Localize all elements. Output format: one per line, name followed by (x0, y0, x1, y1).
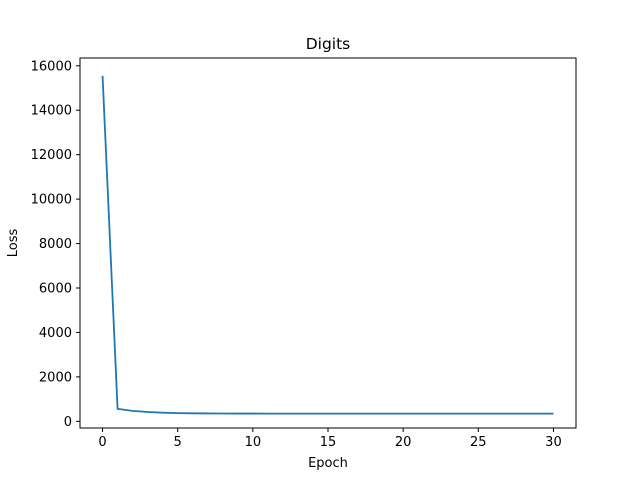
y-axis-label: Loss (6, 229, 21, 258)
y-tick-label: 0 (64, 415, 72, 430)
y-tick-label: 10000 (31, 193, 72, 208)
loss-series-line (101, 75, 554, 415)
x-tick-label: 30 (545, 435, 562, 450)
x-tick-label: 10 (245, 435, 262, 450)
y-axis: 0 2000 4000 6000 8000 10000 12000 14000 16000 (31, 59, 80, 430)
y-tick-label: 2000 (39, 370, 72, 385)
x-tick-label: 15 (320, 435, 337, 450)
x-tick-label: 5 (174, 435, 182, 450)
x-tick-label: 0 (98, 435, 106, 450)
y-tick-label: 12000 (31, 148, 72, 163)
plot-background (80, 58, 576, 428)
x-tick-label: 20 (395, 435, 412, 450)
x-axis-label: Epoch (308, 456, 348, 471)
y-tick-label: 6000 (39, 282, 72, 297)
plot-frame (79, 57, 577, 429)
y-tick-label: 4000 (39, 326, 72, 341)
y-tick-label: 8000 (39, 237, 72, 252)
x-tick-label: 25 (470, 435, 487, 450)
chart-title: Digits (306, 35, 351, 53)
y-tick-label: 16000 (31, 59, 72, 74)
y-tick-label: 14000 (31, 104, 72, 119)
x-axis: 0 5 10 15 20 25 30 (98, 428, 562, 450)
